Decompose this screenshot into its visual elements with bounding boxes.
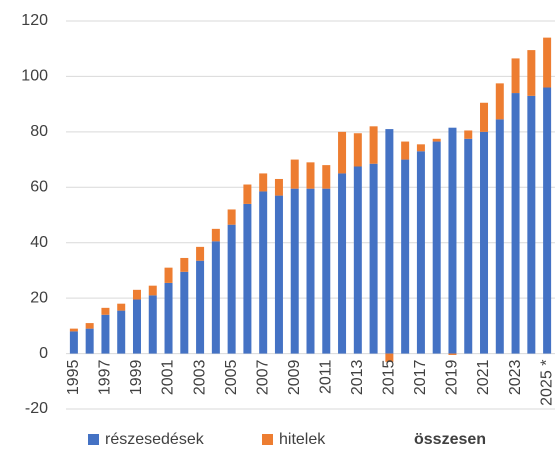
bar-segment: [543, 37, 552, 88]
y-tick-label: 20: [30, 289, 48, 306]
bar-segment: [338, 173, 347, 354]
bar-segment: [274, 178, 283, 196]
bar-segment: [480, 131, 489, 354]
legend-label: részesedések: [105, 431, 205, 448]
legend-swatch: [262, 434, 273, 445]
bar-segment: [259, 191, 268, 354]
bar-segment: [480, 102, 489, 132]
bar-segment: [464, 138, 473, 354]
x-tick-label: 2025 *: [538, 360, 555, 406]
bar-segment: [101, 307, 110, 315]
bar-segment: [495, 83, 504, 120]
bar-segment: [117, 310, 126, 354]
bar-segment: [180, 271, 189, 354]
bar-segment: [369, 126, 378, 164]
bar-segment: [117, 303, 126, 311]
bar-segment: [511, 58, 520, 94]
bar-segment: [148, 285, 157, 296]
bar-segment: [416, 151, 425, 354]
bar-segment: [401, 141, 410, 160]
bar-segment: [527, 50, 536, 96]
bar-segment: [385, 129, 394, 354]
x-tick-label: 2003: [191, 359, 208, 395]
bar-segment: [385, 353, 394, 362]
bar-segment: [306, 162, 315, 189]
legend-label: hitelek: [279, 431, 326, 448]
y-tick-label: 60: [30, 179, 48, 196]
bar-segment: [495, 119, 504, 354]
y-tick-label: 40: [30, 234, 48, 251]
bar-segment: [511, 93, 520, 354]
x-tick-label: 2013: [349, 359, 366, 395]
bar-segment: [290, 188, 299, 354]
bar-segment: [448, 353, 457, 355]
x-tick-label: 2021: [475, 359, 492, 395]
bar-segment: [259, 173, 268, 192]
x-tick-label: 1995: [65, 359, 82, 395]
bar-segment: [322, 188, 331, 354]
x-tick-label: 1999: [128, 359, 145, 395]
bar-segment: [274, 195, 283, 354]
bar-segment: [211, 241, 220, 354]
bar-segment: [132, 289, 141, 300]
bar-segment: [148, 295, 157, 354]
bar-segment: [464, 130, 473, 139]
x-tick-label: 2011: [317, 359, 334, 394]
bar-segment: [401, 159, 410, 354]
bar-segment: [227, 209, 236, 225]
bar-segment: [85, 328, 94, 354]
y-tick-label: -20: [25, 400, 48, 417]
bar-segment: [306, 188, 315, 354]
bar-segment: [448, 127, 457, 354]
bar-segment: [85, 323, 94, 329]
bar-segment: [338, 131, 347, 174]
y-tick-label: 80: [30, 123, 48, 140]
bar-segment: [69, 328, 78, 332]
bar-segment: [432, 141, 441, 354]
bar-segment: [416, 144, 425, 152]
bar-segment: [243, 203, 252, 354]
bar-segment: [164, 267, 173, 283]
bar-segment: [543, 87, 552, 354]
bar-segment: [369, 163, 378, 354]
x-tick-label: 2001: [160, 359, 177, 395]
x-tick-label: 2023: [507, 359, 524, 395]
y-tick-label: 100: [21, 68, 48, 85]
x-tick-label: 1997: [97, 359, 114, 395]
y-tick-label: 120: [21, 12, 48, 29]
bar-segment: [527, 95, 536, 354]
bar-segment: [322, 165, 331, 189]
x-tick-label: 2009: [286, 359, 303, 395]
x-tick-label: 2017: [412, 359, 429, 395]
bar-segment: [243, 184, 252, 204]
bar-segment: [196, 260, 205, 354]
bar-segment: [196, 246, 205, 261]
bar-segment: [211, 228, 220, 242]
legend-label: összesen: [414, 431, 486, 448]
x-tick-label: 2007: [254, 359, 271, 395]
bar-segment: [290, 159, 299, 189]
bar-segment: [353, 166, 362, 354]
bar-segment: [164, 282, 173, 354]
legend-swatch: [88, 434, 99, 445]
y-tick-label: 0: [39, 345, 48, 362]
x-tick-label: 2019: [444, 359, 461, 395]
x-tick-label: 2015: [381, 359, 398, 395]
x-tick-label: 2005: [223, 359, 240, 395]
bar-segment: [227, 224, 236, 354]
bar-segment: [101, 314, 110, 354]
bar-segment: [180, 257, 189, 272]
bar-segment: [432, 138, 441, 142]
bar-segment: [132, 299, 141, 354]
bar-segment: [69, 331, 78, 354]
bar-segment: [353, 133, 362, 167]
